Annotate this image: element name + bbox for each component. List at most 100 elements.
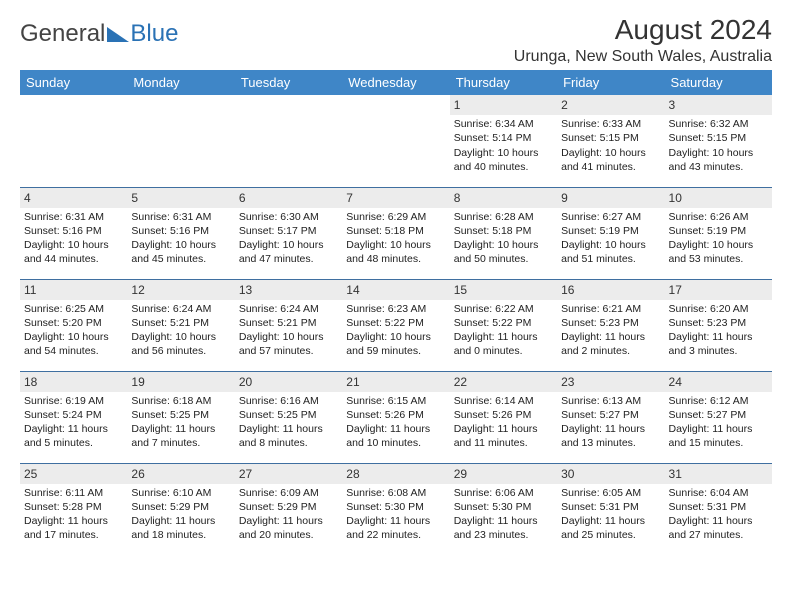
sunset-text: Sunset: 5:21 PM bbox=[239, 316, 338, 330]
day-number: 27 bbox=[235, 464, 342, 484]
logo-triangle-icon bbox=[107, 27, 129, 42]
daylight-text: and 27 minutes. bbox=[669, 528, 768, 542]
sunrise-text: Sunrise: 6:32 AM bbox=[669, 117, 768, 131]
daylight-text: Daylight: 10 hours bbox=[561, 146, 660, 160]
calendar-cell: 8Sunrise: 6:28 AMSunset: 5:18 PMDaylight… bbox=[450, 187, 557, 279]
day-number: 23 bbox=[557, 372, 664, 392]
calendar-cell: 29Sunrise: 6:06 AMSunset: 5:30 PMDayligh… bbox=[450, 463, 557, 555]
daylight-text: Daylight: 11 hours bbox=[131, 514, 230, 528]
calendar-cell bbox=[235, 95, 342, 187]
daylight-text: Daylight: 11 hours bbox=[669, 514, 768, 528]
daylight-text: and 45 minutes. bbox=[131, 252, 230, 266]
sunrise-text: Sunrise: 6:26 AM bbox=[669, 210, 768, 224]
calendar-cell: 28Sunrise: 6:08 AMSunset: 5:30 PMDayligh… bbox=[342, 463, 449, 555]
daylight-text: Daylight: 11 hours bbox=[454, 330, 553, 344]
calendar-cell: 12Sunrise: 6:24 AMSunset: 5:21 PMDayligh… bbox=[127, 279, 234, 371]
daylight-text: and 44 minutes. bbox=[24, 252, 123, 266]
calendar-cell: 16Sunrise: 6:21 AMSunset: 5:23 PMDayligh… bbox=[557, 279, 664, 371]
sunrise-text: Sunrise: 6:30 AM bbox=[239, 210, 338, 224]
sunset-text: Sunset: 5:15 PM bbox=[669, 131, 768, 145]
calendar-cell: 27Sunrise: 6:09 AMSunset: 5:29 PMDayligh… bbox=[235, 463, 342, 555]
sunrise-text: Sunrise: 6:06 AM bbox=[454, 486, 553, 500]
sunrise-text: Sunrise: 6:05 AM bbox=[561, 486, 660, 500]
day-number: 17 bbox=[665, 280, 772, 300]
daylight-text: and 7 minutes. bbox=[131, 436, 230, 450]
sunrise-text: Sunrise: 6:12 AM bbox=[669, 394, 768, 408]
daylight-text: Daylight: 11 hours bbox=[131, 422, 230, 436]
day-header: Thursday bbox=[450, 70, 557, 95]
calendar-cell: 13Sunrise: 6:24 AMSunset: 5:21 PMDayligh… bbox=[235, 279, 342, 371]
sunrise-text: Sunrise: 6:24 AM bbox=[239, 302, 338, 316]
daylight-text: Daylight: 10 hours bbox=[669, 238, 768, 252]
daylight-text: and 2 minutes. bbox=[561, 344, 660, 358]
day-number: 6 bbox=[235, 188, 342, 208]
daylight-text: Daylight: 10 hours bbox=[131, 330, 230, 344]
sunset-text: Sunset: 5:20 PM bbox=[24, 316, 123, 330]
day-header: Tuesday bbox=[235, 70, 342, 95]
sunset-text: Sunset: 5:23 PM bbox=[669, 316, 768, 330]
daylight-text: Daylight: 10 hours bbox=[346, 330, 445, 344]
sunrise-text: Sunrise: 6:22 AM bbox=[454, 302, 553, 316]
calendar-cell: 15Sunrise: 6:22 AMSunset: 5:22 PMDayligh… bbox=[450, 279, 557, 371]
sunset-text: Sunset: 5:16 PM bbox=[131, 224, 230, 238]
day-number: 30 bbox=[557, 464, 664, 484]
daylight-text: Daylight: 10 hours bbox=[454, 146, 553, 160]
sunrise-text: Sunrise: 6:21 AM bbox=[561, 302, 660, 316]
sunrise-text: Sunrise: 6:04 AM bbox=[669, 486, 768, 500]
day-number: 11 bbox=[20, 280, 127, 300]
day-number: 12 bbox=[127, 280, 234, 300]
daylight-text: Daylight: 11 hours bbox=[454, 514, 553, 528]
sunset-text: Sunset: 5:31 PM bbox=[561, 500, 660, 514]
calendar-cell: 18Sunrise: 6:19 AMSunset: 5:24 PMDayligh… bbox=[20, 371, 127, 463]
calendar-row: 1Sunrise: 6:34 AMSunset: 5:14 PMDaylight… bbox=[20, 95, 772, 187]
calendar-cell bbox=[127, 95, 234, 187]
sunset-text: Sunset: 5:26 PM bbox=[346, 408, 445, 422]
title-block: August 2024 Urunga, New South Wales, Aus… bbox=[514, 14, 772, 66]
day-number: 15 bbox=[450, 280, 557, 300]
day-number: 13 bbox=[235, 280, 342, 300]
daylight-text: and 40 minutes. bbox=[454, 160, 553, 174]
daylight-text: Daylight: 11 hours bbox=[24, 514, 123, 528]
day-number: 26 bbox=[127, 464, 234, 484]
daylight-text: Daylight: 11 hours bbox=[239, 514, 338, 528]
sunrise-text: Sunrise: 6:09 AM bbox=[239, 486, 338, 500]
sunset-text: Sunset: 5:31 PM bbox=[669, 500, 768, 514]
day-number: 2 bbox=[557, 95, 664, 115]
day-number: 9 bbox=[557, 188, 664, 208]
sunrise-text: Sunrise: 6:08 AM bbox=[346, 486, 445, 500]
day-number: 24 bbox=[665, 372, 772, 392]
day-number: 10 bbox=[665, 188, 772, 208]
calendar-table: Sunday Monday Tuesday Wednesday Thursday… bbox=[20, 70, 772, 555]
calendar-page: General Blue August 2024 Urunga, New Sou… bbox=[0, 0, 792, 612]
calendar-cell: 21Sunrise: 6:15 AMSunset: 5:26 PMDayligh… bbox=[342, 371, 449, 463]
sunrise-text: Sunrise: 6:13 AM bbox=[561, 394, 660, 408]
sunset-text: Sunset: 5:19 PM bbox=[561, 224, 660, 238]
month-title: August 2024 bbox=[514, 14, 772, 46]
sunset-text: Sunset: 5:22 PM bbox=[346, 316, 445, 330]
sunset-text: Sunset: 5:18 PM bbox=[346, 224, 445, 238]
sunrise-text: Sunrise: 6:33 AM bbox=[561, 117, 660, 131]
sunset-text: Sunset: 5:21 PM bbox=[131, 316, 230, 330]
sunrise-text: Sunrise: 6:28 AM bbox=[454, 210, 553, 224]
logo-text-1: General bbox=[20, 20, 105, 48]
calendar-row: 11Sunrise: 6:25 AMSunset: 5:20 PMDayligh… bbox=[20, 279, 772, 371]
day-number: 29 bbox=[450, 464, 557, 484]
daylight-text: and 20 minutes. bbox=[239, 528, 338, 542]
calendar-cell: 6Sunrise: 6:30 AMSunset: 5:17 PMDaylight… bbox=[235, 187, 342, 279]
daylight-text: and 22 minutes. bbox=[346, 528, 445, 542]
calendar-cell: 7Sunrise: 6:29 AMSunset: 5:18 PMDaylight… bbox=[342, 187, 449, 279]
calendar-cell: 2Sunrise: 6:33 AMSunset: 5:15 PMDaylight… bbox=[557, 95, 664, 187]
calendar-cell: 20Sunrise: 6:16 AMSunset: 5:25 PMDayligh… bbox=[235, 371, 342, 463]
day-header: Monday bbox=[127, 70, 234, 95]
calendar-cell: 26Sunrise: 6:10 AMSunset: 5:29 PMDayligh… bbox=[127, 463, 234, 555]
sunset-text: Sunset: 5:18 PM bbox=[454, 224, 553, 238]
day-number: 28 bbox=[342, 464, 449, 484]
daylight-text: Daylight: 11 hours bbox=[561, 422, 660, 436]
sunrise-text: Sunrise: 6:23 AM bbox=[346, 302, 445, 316]
daylight-text: and 59 minutes. bbox=[346, 344, 445, 358]
daylight-text: Daylight: 11 hours bbox=[669, 330, 768, 344]
sunset-text: Sunset: 5:26 PM bbox=[454, 408, 553, 422]
calendar-cell: 19Sunrise: 6:18 AMSunset: 5:25 PMDayligh… bbox=[127, 371, 234, 463]
day-header: Friday bbox=[557, 70, 664, 95]
daylight-text: and 54 minutes. bbox=[24, 344, 123, 358]
